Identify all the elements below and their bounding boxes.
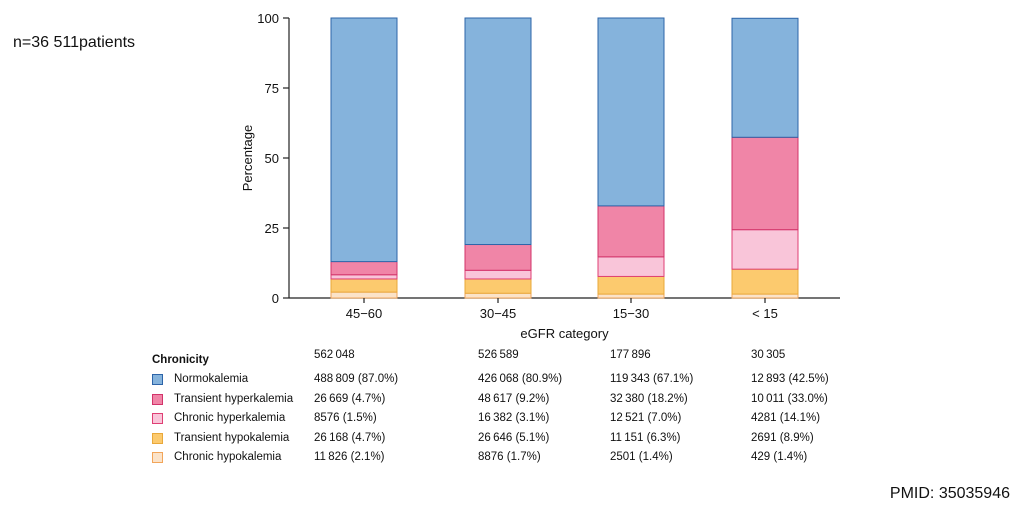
bar-segment <box>330 278 398 293</box>
table-cell: 26 646 (5.1%) <box>478 431 550 444</box>
row-label: Transient hypokalemia <box>174 431 290 444</box>
column-total: 177 896 <box>610 349 651 361</box>
table-cell: 8876 (1.7%) <box>478 451 541 464</box>
table-cell: 2691 (8.9%) <box>751 431 814 444</box>
column-total: 562 048 <box>314 349 355 361</box>
bar-segment <box>597 256 665 277</box>
y-tick-label: 0 <box>272 291 279 306</box>
row-label: Chronic hypokalemia <box>174 451 282 464</box>
table-header-label: Chronicity <box>152 354 209 366</box>
bar-segment <box>731 136 799 231</box>
table-cell: 48 617 (9.2%) <box>478 392 550 405</box>
table-row: Normokalemia 488 809 (87.0%) 426 068 (80.9… <box>152 373 952 389</box>
table-row: Transient hypokalemia 26 168 (4.7%) 26 646… <box>152 432 952 448</box>
bar-segment <box>330 261 398 276</box>
bar-segment <box>464 292 532 299</box>
table-cell: 16 382 (3.1%) <box>478 412 550 425</box>
bar-segment <box>597 205 665 258</box>
row-label: Transient hyperkalemia <box>174 392 294 405</box>
table-cell: 32 380 (18.2%) <box>610 392 688 405</box>
x-axis-title: eGFR category <box>520 326 609 341</box>
table-cell: 426 068 (80.9%) <box>478 373 563 385</box>
y-tick-label: 75 <box>265 81 279 96</box>
table-cell: 4281 (14.1%) <box>751 412 821 425</box>
column-total: 526 589 <box>478 349 519 361</box>
pmid-label: PMID: 35035946 <box>889 485 1010 502</box>
bar-segment <box>330 274 398 280</box>
bar-segment <box>464 269 532 280</box>
table-cell: 429 (1.4%) <box>751 451 808 464</box>
bar-segment <box>731 268 799 295</box>
bar-segment <box>731 293 799 299</box>
x-tick-label: 15−30 <box>613 306 650 321</box>
bar-segment <box>464 278 532 294</box>
bar-segment <box>597 293 665 299</box>
table-cell: 12 893 (42.5%) <box>751 373 829 385</box>
patient-count-note: n=36 511patients <box>13 34 136 51</box>
bar-segment <box>464 244 532 271</box>
bar-segment <box>464 17 532 246</box>
y-tick-label: 50 <box>265 151 279 166</box>
legend-swatch <box>152 393 163 405</box>
y-tick-label: 25 <box>265 221 279 236</box>
x-tick-label: 30−45 <box>480 306 517 321</box>
table-cell: 12 521 (7.0%) <box>610 412 682 425</box>
legend-swatch <box>152 452 163 464</box>
table-cell: 488 809 (87.0%) <box>314 373 399 385</box>
bar-segment <box>597 17 665 207</box>
y-tick-label: 100 <box>257 11 279 26</box>
table-cell: 26 168 (4.7%) <box>314 431 386 444</box>
table-cell: 8576 (1.5%) <box>314 412 377 425</box>
table-cell: 2501 (1.4%) <box>610 451 673 464</box>
x-tick-label: 45−60 <box>346 306 383 321</box>
table-cell: 11 151 (6.3%) <box>610 431 681 444</box>
legend-swatch <box>152 432 163 444</box>
table-cell: 119 343 (67.1%) <box>610 373 694 385</box>
table-header-row: Chronicity 562 048 526 589 177 896 30 305 <box>152 349 952 369</box>
legend-swatch <box>152 413 163 425</box>
y-axis-title: Percentage <box>240 125 255 192</box>
table-row: Chronic hyperkalemia 8576 (1.5%) 16 382 (3… <box>152 412 952 428</box>
table-cell: 26 669 (4.7%) <box>314 392 386 405</box>
bar-segment <box>330 291 398 299</box>
table-cell: 10 011 (33.0%) <box>751 392 828 405</box>
bar-segment <box>731 17 799 138</box>
legend-swatch <box>152 374 163 385</box>
bar-segment <box>597 275 665 295</box>
table-row: Chronic hypokalemia 11 826 (2.1%) 8876 (1.… <box>152 451 952 467</box>
row-label: Chronic hyperkalemia <box>174 412 286 425</box>
x-tick-label: < 15 <box>752 306 778 321</box>
table-cell: 11 826 (2.1%) <box>314 451 385 464</box>
stacked-bar-chart: 0 25 50 75 100 45−60 30−45 15−30 < 15 eGFR catego… <box>240 11 840 341</box>
column-total: 30 305 <box>751 349 786 361</box>
row-label: Normokalemia <box>174 373 249 385</box>
table-row: Transient hyperkalemia 26 669 (4.7%) 48 61… <box>152 393 952 409</box>
bar-segment <box>330 17 398 263</box>
bar-segment <box>731 229 799 270</box>
